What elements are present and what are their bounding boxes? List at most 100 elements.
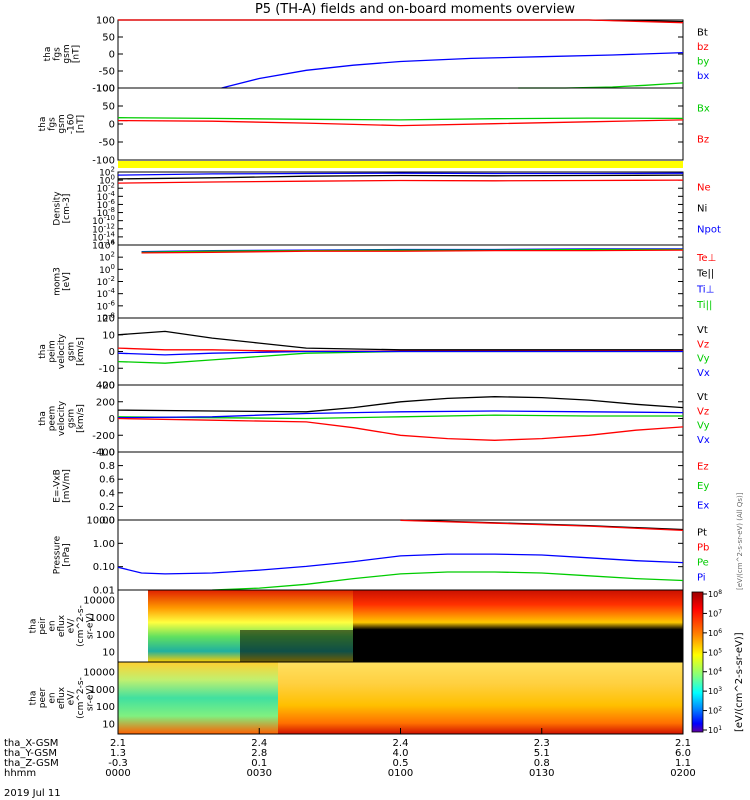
x-row-label: hhmm (4, 768, 36, 779)
y-axis-label: E=-VxB [mV/m] (52, 469, 72, 503)
colorbar-tick-label: 101 (708, 725, 722, 735)
y-tick-label: 0 (109, 414, 115, 425)
x-tick-value: 2.1 (675, 738, 691, 749)
y-label-line: [km/s] (76, 404, 86, 433)
y-label-line: tha (38, 411, 48, 426)
x-tick-value: 0030 (247, 768, 272, 779)
y-tick-label: 100 (96, 630, 115, 641)
legend-Bz: Bz (697, 135, 709, 146)
legend-Ti⊥: Ti⊥ (696, 284, 714, 295)
legend-bz: bz (697, 42, 709, 53)
y-tick-label: 102 (99, 166, 115, 179)
panel-p1: 100 50 0 -50 -100 tha fgs gsm [nT] Bt bz by bx (43, 16, 710, 95)
y-tick-label: -50 (99, 67, 115, 78)
series-Pe (212, 571, 684, 591)
x-tick-value: 2.3 (534, 738, 550, 749)
series-Vt (117, 330, 683, 351)
y-label-line: -160 (67, 114, 77, 135)
electron-spectrogram (117, 661, 684, 735)
y-label-line: gsm (67, 409, 77, 428)
panel-p7: 1.0 0.8 0.6 0.4 0.2 0.0 E=-VxB [mV/m] Ez Ey Ex (52, 448, 709, 527)
y-tick-label: 10-16 (92, 239, 115, 252)
y-label-line: peir (38, 617, 48, 635)
y-tick-label: 10-2 (97, 275, 115, 288)
y-label-line: en (48, 692, 58, 703)
series-Te⊥ (141, 249, 684, 254)
y-tick-label: 0 (109, 347, 115, 358)
y-tick-label: 100 (99, 174, 115, 187)
y-label-line: [nPa] (62, 543, 72, 566)
colorbar-tick-label: 103 (708, 686, 722, 696)
y-label-line: peim (48, 340, 58, 363)
y-tick-label: 0 (109, 50, 115, 61)
y-label-line: eV/ (67, 690, 77, 706)
legend-Pi: Pi (697, 573, 706, 584)
panel-p5: 20 10 0 -10 -20 tha peim velocity gsm [km/s] Vt Vz V… (38, 314, 710, 392)
series-bx (221, 51, 684, 89)
y-label-line: fgs (52, 47, 62, 61)
y-label-line: fgs (48, 117, 58, 131)
y-tick-label: 50 (102, 102, 115, 113)
legend-Ne: Ne (697, 183, 711, 194)
y-label-line: Pressure (52, 535, 62, 574)
x-row-label: tha_Y-GSM (4, 748, 57, 759)
y-label-line: velocity (57, 333, 67, 369)
ion-spectrogram (117, 589, 684, 663)
series-bz (118, 19, 684, 24)
y-label-line: gsm (62, 44, 72, 63)
y-tick-label: 10-8 (97, 206, 115, 219)
y-tick-label: 10-2 (97, 182, 115, 195)
y-label-line: [nT] (76, 115, 86, 133)
series-Vx (117, 350, 683, 356)
x-tick-value: 0100 (388, 768, 413, 779)
y-tick-label: -100 (92, 156, 115, 167)
x-tick-value: 2.4 (393, 738, 409, 749)
y-label-line: E=-VxB (52, 469, 62, 503)
y-tick-label: 102 (99, 251, 115, 264)
y-tick-label: 100 (96, 16, 115, 27)
legend-Ez: Ez (697, 462, 709, 473)
y-label-line: gsm (67, 342, 77, 361)
y-label-line: [eV] (62, 272, 72, 291)
panel-p8: 10.00 1.00 0.10 0.01 Pressure [nPa] Pt Pb Pe Pi (52, 516, 709, 597)
y-tick-label: 10000 (83, 596, 115, 607)
y-tick-label: 50 (102, 33, 115, 44)
panel-p3: 10210010-210-410-610-810-1010-1210-1410-… (52, 166, 721, 252)
legend-Ti||: Ti|| (696, 300, 712, 311)
y-tick-label: 10 (102, 330, 115, 341)
legend-Vt: Vt (697, 325, 708, 336)
x-tick-value: 1.1 (675, 758, 691, 769)
date-label: 2019 Jul 11 (4, 788, 61, 799)
series-Ti|| (141, 248, 683, 253)
y-tick-label: 0.6 (99, 475, 115, 486)
colorbar-tick-label: 104 (708, 667, 722, 677)
y-tick-label: 0.01 (93, 586, 115, 597)
status-bar (118, 161, 683, 168)
x-tick-value: 0000 (105, 768, 130, 779)
y-label-line: Density (52, 191, 62, 226)
legend-Te⊥: Te⊥ (696, 253, 716, 264)
y-label-line: velocity (57, 400, 67, 436)
series-Vy (117, 414, 683, 420)
colorbar-label: [eV/(cm^2-s-sr-eV)] (734, 632, 745, 732)
colorbar-tick-label: 108 (708, 589, 722, 599)
y-tick-label: 0.8 (99, 461, 115, 472)
panel-frame (117, 384, 684, 453)
y-axis-label: tha peer en eflux eV/(cm^2-s-sr-eV) (29, 677, 96, 719)
legend-Vz: Vz (697, 339, 709, 350)
panel-p2: 100 50 0 -50 -100 tha fgs gsm -160 [nT] Bx Bz (38, 84, 710, 167)
x-tick-value: 0.8 (534, 758, 550, 769)
series-Bx (117, 117, 684, 121)
y-tick-label: 100 (96, 84, 115, 95)
panel-frame (117, 87, 684, 161)
y-label-line: sr-eV) (86, 613, 96, 639)
y-tick-label: 20 (102, 314, 115, 325)
legend-Pe: Pe (697, 558, 709, 569)
y-tick-label: 10-6 (97, 198, 116, 211)
y-tick-label: -20 (99, 381, 115, 392)
y-tick-label: 0 (109, 120, 115, 131)
legend-by: by (697, 56, 709, 67)
legend-Bt: Bt (697, 27, 708, 38)
y-label-line: peem (48, 406, 58, 432)
x-row-label: tha_X-GSM (4, 738, 58, 749)
